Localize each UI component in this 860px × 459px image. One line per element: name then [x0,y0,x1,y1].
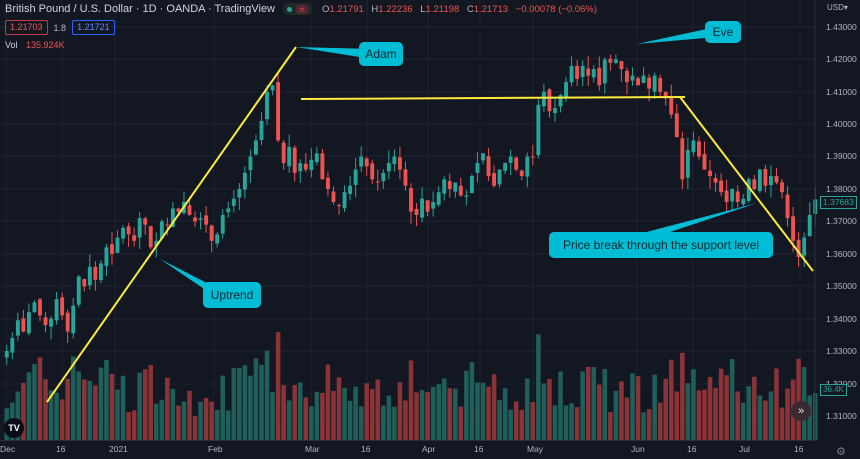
currency-label: USD [827,3,844,12]
scroll-to-realtime-button[interactable]: » [791,401,811,421]
spread-value: 1.8 [53,22,67,33]
time-tick-label: 16 [687,444,697,454]
price-tick-label: 1.40000 [826,119,857,129]
price-tick-label: 1.37000 [826,216,857,226]
uptrend-line[interactable] [46,46,297,403]
time-tick-label: 16 [56,444,66,454]
chevron-down-icon: ▾ [843,3,848,12]
price-tick-label: 1.31000 [826,411,857,421]
trade-buttons: 1.21703 1.8 1.21721 [5,20,115,35]
last-price-tag: 1.37683 [820,196,857,209]
tradingview-logo-icon[interactable]: TV [4,418,24,438]
change-value: −0.00078 (−0.06%) [515,3,598,15]
time-tick-label: Mar [305,444,320,454]
time-tick-label: Dec [0,444,16,454]
price-tick-label: 1.43000 [826,22,857,32]
callout-price-break-through-the-support-level[interactable]: Price break through the support level [549,232,773,258]
time-tick-label: May [527,444,544,454]
gear-icon[interactable]: ⚙ [836,446,846,458]
market-status-pill[interactable]: ≈ [283,3,313,15]
last-volume-tag: 36.4K [820,384,847,396]
sell-button[interactable]: 1.21703 [5,20,48,35]
volume-legend[interactable]: Vol 135.924K [5,40,65,50]
open-label: O [322,3,330,15]
price-tick-label: 1.34000 [826,314,857,324]
price-tick-label: 1.41000 [826,87,857,97]
low-value: 1.21198 [425,3,460,15]
price-tick-label: 1.42000 [826,54,857,64]
time-tick-label: 2021 [109,444,128,454]
volume-value: 135.924K [26,40,65,50]
trendlines[interactable] [46,46,814,403]
low-label: L [420,3,426,15]
market-open-icon [287,6,293,12]
close-value: 1.21713 [473,3,509,15]
close-label: C [466,3,474,15]
symbol-title[interactable]: British Pound / U.S. Dollar · 1D · OANDA… [5,3,276,15]
high-label: H [371,3,379,15]
volume-bars [4,332,818,440]
time-tick-label: Jul [739,444,750,454]
currency-selector[interactable]: USD▾ [827,3,848,12]
time-tick-label: Apr [422,444,436,454]
time-tick-label: Feb [208,444,223,454]
price-tick-label: 1.38000 [826,184,857,194]
chart-header: British Pound / U.S. Dollar · 1D · OANDA… [5,3,602,15]
time-tick-label: Jun [631,444,645,454]
double-chevron-right-icon: » [797,405,805,417]
high-value: 1.22236 [378,3,413,15]
price-tick-label: 1.35000 [826,281,857,291]
price-tick-label: 1.33000 [826,346,857,356]
price-candles [4,54,818,365]
callout-pointers [160,27,757,300]
buy-button[interactable]: 1.21721 [72,20,115,35]
time-axis[interactable] [0,440,815,459]
downtrend-line[interactable] [679,96,814,272]
data-delay-icon: ≈ [296,4,309,14]
time-tick-label: 16 [474,444,484,454]
time-tick-label: 16 [361,444,371,454]
callout-label: Uptrend [210,288,254,302]
callout-adam[interactable]: Adam [359,42,403,66]
support-line[interactable] [300,96,686,100]
callout-eve[interactable]: Eve [705,21,741,43]
price-tick-label: 1.39000 [826,151,857,161]
callout-label: Price break through the support level [562,238,760,252]
time-tick-label: 16 [794,444,804,454]
callout-label: Eve [712,25,734,39]
price-tick-label: 1.36000 [826,249,857,259]
volume-label: Vol [5,40,18,50]
callout-label: Adam [365,47,397,61]
ohlc-values: O1.21791 H1.22236 L1.21198 C1.21713 −0.0… [322,4,602,15]
callout-uptrend[interactable]: Uptrend [203,282,261,308]
open-value: 1.21791 [329,3,364,15]
